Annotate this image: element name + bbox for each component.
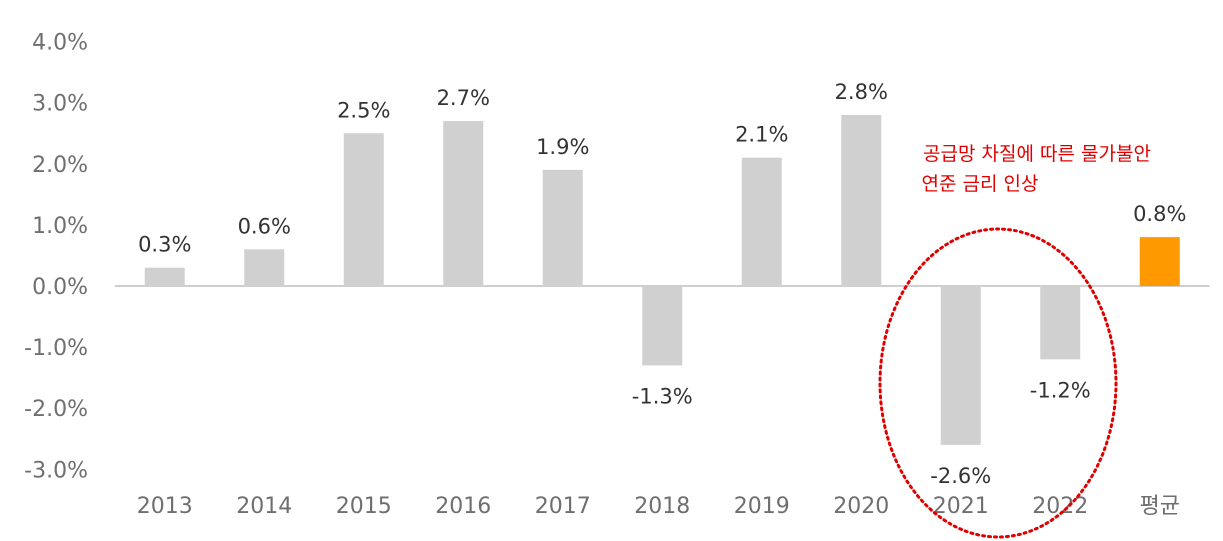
y-tick-label: 1.0% bbox=[32, 214, 88, 239]
y-tick-label: -1.0% bbox=[24, 336, 88, 361]
bar bbox=[542, 169, 583, 286]
annotation-ellipse bbox=[878, 227, 1118, 539]
category-label: 2015 bbox=[336, 494, 392, 519]
data-label: 0.6% bbox=[238, 214, 291, 238]
annotation-line-2: 연준 금리 인상 bbox=[922, 173, 1039, 195]
category-label: 2022 bbox=[1032, 494, 1088, 519]
category-label: 평균 bbox=[1140, 494, 1180, 519]
category-labels: 2013 2014 2015 2016 2017 2018 2019 2020 2021 2022… bbox=[137, 494, 1180, 519]
bar bbox=[741, 157, 782, 286]
annotation-line-1: 공급망 차질에 따른 물가불안 bbox=[923, 143, 1151, 165]
data-label: -1.2% bbox=[1030, 378, 1091, 402]
category-label: 2017 bbox=[535, 494, 591, 519]
data-labels: 0.3% 0.6% 2.5% 2.7% 1.9% -1.3% 2.1% 2.8% -2.6% -1… bbox=[138, 80, 1186, 488]
bar bbox=[940, 286, 981, 445]
data-label: 2.7% bbox=[437, 86, 490, 110]
data-label: 1.9% bbox=[536, 135, 589, 159]
y-tick-label: -2.0% bbox=[24, 397, 88, 422]
data-label: 2.1% bbox=[735, 123, 788, 147]
y-tick-label: 3.0% bbox=[32, 92, 88, 117]
bar bbox=[443, 121, 484, 286]
y-tick-label: 0.0% bbox=[32, 275, 88, 300]
category-label: 2020 bbox=[833, 494, 889, 519]
bar bbox=[1040, 286, 1081, 360]
y-axis-ticks: 4.0% 3.0% 2.0% 1.0% 0.0% -1.0% -2.0% -3.0% bbox=[24, 31, 88, 484]
category-label: 2019 bbox=[734, 494, 790, 519]
y-tick-label: 2.0% bbox=[32, 153, 88, 178]
data-label: -2.6% bbox=[930, 464, 991, 488]
data-label: 0.8% bbox=[1133, 202, 1186, 226]
y-tick-label: 4.0% bbox=[32, 31, 88, 56]
bar bbox=[144, 267, 185, 286]
data-label: 2.8% bbox=[835, 80, 888, 104]
bar bbox=[841, 114, 882, 286]
category-label: 2013 bbox=[137, 494, 193, 519]
category-label: 2021 bbox=[933, 494, 989, 519]
y-tick-label: -3.0% bbox=[24, 458, 88, 483]
bar bbox=[642, 286, 683, 366]
category-label: 2018 bbox=[634, 494, 690, 519]
category-label: 2014 bbox=[236, 494, 292, 519]
bar bbox=[1139, 237, 1180, 286]
bar bbox=[244, 249, 285, 286]
data-label: 0.3% bbox=[138, 233, 191, 257]
category-label: 2016 bbox=[435, 494, 491, 519]
bars bbox=[144, 114, 1180, 445]
data-label: 2.5% bbox=[337, 98, 390, 122]
data-label: -1.3% bbox=[632, 384, 693, 408]
bar bbox=[343, 133, 384, 286]
